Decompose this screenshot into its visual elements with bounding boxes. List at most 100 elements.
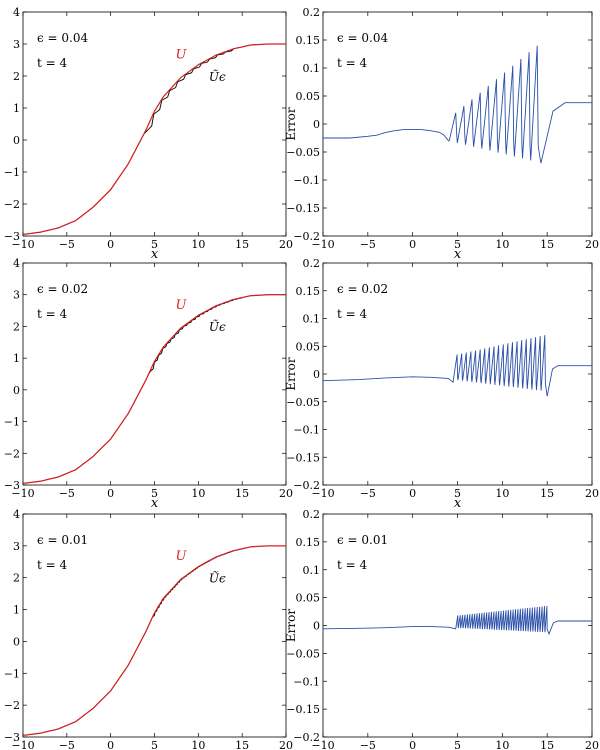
x-tick-label: −10 xyxy=(311,739,334,750)
x-tick-label: 15 xyxy=(540,487,554,500)
plot-frame xyxy=(322,11,593,237)
x-tick-label: 10 xyxy=(495,487,509,500)
y-tick-label: −0.1 xyxy=(293,424,320,437)
y-tick-label: −3 xyxy=(4,479,20,492)
x-tick-label: 20 xyxy=(279,739,293,750)
x-tick-label: 0 xyxy=(107,487,114,500)
x-tick-label: 20 xyxy=(585,238,599,251)
x-tick-label: 15 xyxy=(540,238,554,251)
annotation-time: t = 4 xyxy=(37,307,68,321)
series-line-approx xyxy=(23,294,286,484)
annotation-time: t = 4 xyxy=(337,558,368,572)
y-tick-label: −1 xyxy=(4,166,20,179)
y-axis-label: Error xyxy=(284,357,298,390)
x-tick-label: −10 xyxy=(11,739,34,750)
annotation-time: t = 4 xyxy=(337,307,368,321)
x-tick-label: −5 xyxy=(59,487,75,500)
y-tick-label: 4 xyxy=(13,6,20,19)
y-tick-label: 0.1 xyxy=(303,62,321,75)
y-tick-label: −0.1 xyxy=(293,174,320,187)
y-tick-label: 1 xyxy=(13,102,20,115)
y-tick-label: 2 xyxy=(13,320,20,333)
x-tick-label: −10 xyxy=(311,487,334,500)
x-axis-label: x xyxy=(151,496,159,511)
y-tick-label: −0.15 xyxy=(286,703,320,716)
y-tick-label: −1 xyxy=(4,416,20,429)
x-tick-label: 15 xyxy=(540,739,554,750)
annotation-eps: ϵ = 0.04 xyxy=(37,31,88,45)
x-tick-label: 0 xyxy=(107,238,114,251)
annotation-approx: Ũϵ xyxy=(209,319,226,334)
y-tick-label: 0 xyxy=(313,620,320,633)
series-line-error xyxy=(323,45,592,164)
y-tick-label: 0.05 xyxy=(296,340,321,353)
x-tick-label: 0 xyxy=(107,739,114,750)
y-tick-label: 0.1 xyxy=(303,564,321,577)
annotation-eps: ϵ = 0.02 xyxy=(37,282,88,296)
series-line-error xyxy=(323,335,592,397)
x-axis-label: x xyxy=(454,748,462,750)
y-tick-label: −0.1 xyxy=(293,675,320,688)
y-tick-label: −0.05 xyxy=(286,146,320,159)
x-tick-label: 5 xyxy=(454,739,461,750)
y-tick-label: −3 xyxy=(4,230,20,243)
y-tick-label: 3 xyxy=(13,289,20,302)
y-tick-label: 4 xyxy=(13,508,20,521)
y-tick-label: −1 xyxy=(4,667,20,680)
x-tick-label: −10 xyxy=(11,487,34,500)
annotation-time: t = 4 xyxy=(37,558,68,572)
y-tick-label: 0 xyxy=(13,134,20,147)
annotation-exact: U xyxy=(176,47,188,62)
chart-panel-6: −10 −5 0 5 10 15 20 −0.2 −0.15 −0.1 −0.05 0 0.05 0.1 0… xyxy=(284,508,599,750)
y-tick-label: 1 xyxy=(13,352,20,365)
y-tick-label: 0.05 xyxy=(296,592,321,605)
x-tick-label: −5 xyxy=(59,238,75,251)
x-tick-label: 10 xyxy=(495,739,509,750)
y-tick-label: 0.15 xyxy=(296,34,321,47)
annotation-exact: U xyxy=(176,549,188,564)
x-tick-label: −5 xyxy=(360,739,376,750)
y-tick-label: 0 xyxy=(313,368,320,381)
x-tick-label: 20 xyxy=(585,487,599,500)
y-tick-label: 2 xyxy=(13,70,20,83)
y-tick-label: −3 xyxy=(4,731,20,744)
series-line-approx xyxy=(23,43,286,235)
x-tick-label: 0 xyxy=(409,238,416,251)
y-tick-label: 0.05 xyxy=(296,90,321,103)
x-tick-label: 0 xyxy=(409,487,416,500)
series-line-exact xyxy=(23,294,286,484)
x-tick-label: −10 xyxy=(311,238,334,251)
y-tick-label: 0.1 xyxy=(303,313,321,326)
y-tick-label: −2 xyxy=(4,198,20,211)
x-tick-label: 5 xyxy=(454,487,461,500)
x-tick-label: 20 xyxy=(279,238,293,251)
chart-panel-2: −10 −5 0 5 10 15 20 −0.2 −0.15 −0.1 −0.05 0 0.05 0.1 0… xyxy=(284,6,599,262)
y-tick-label: 2 xyxy=(13,572,20,585)
annotation-exact: U xyxy=(176,298,188,313)
annotation-eps: ϵ = 0.01 xyxy=(337,533,388,547)
series-line-error xyxy=(323,605,592,636)
x-tick-label: 10 xyxy=(495,238,509,251)
y-tick-label: −0.05 xyxy=(286,396,320,409)
y-axis-label: Error xyxy=(284,609,298,642)
x-tick-label: −10 xyxy=(11,238,34,251)
y-tick-label: −0.2 xyxy=(293,479,320,492)
x-axis-label: x xyxy=(151,247,159,262)
annotation-time: t = 4 xyxy=(37,56,68,70)
y-tick-label: −0.15 xyxy=(286,451,320,464)
x-tick-label: 5 xyxy=(151,487,158,500)
y-tick-label: −2 xyxy=(4,699,20,712)
y-tick-label: 3 xyxy=(13,38,20,51)
y-tick-label: 0.2 xyxy=(303,6,321,19)
y-axis-label: Error xyxy=(284,107,298,140)
y-tick-label: 0 xyxy=(313,118,320,131)
x-tick-label: 15 xyxy=(235,487,249,500)
y-tick-label: 0.2 xyxy=(303,508,321,521)
x-tick-label: 20 xyxy=(279,487,293,500)
x-tick-label: 5 xyxy=(454,238,461,251)
y-tick-label: −0.2 xyxy=(293,230,320,243)
y-tick-label: 3 xyxy=(13,540,20,553)
y-tick-label: 0.15 xyxy=(296,536,321,549)
series-line-approx xyxy=(23,545,286,736)
